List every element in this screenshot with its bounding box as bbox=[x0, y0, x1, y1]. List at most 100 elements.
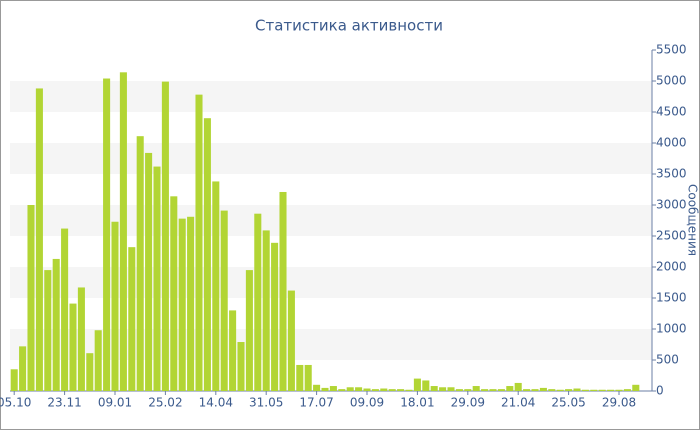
bar bbox=[581, 389, 589, 391]
bar bbox=[489, 389, 497, 391]
bar bbox=[103, 78, 111, 392]
x-tick-label: 17.07 bbox=[299, 396, 333, 410]
chart-title: Статистика активности bbox=[255, 17, 443, 35]
bar bbox=[371, 389, 379, 391]
bar bbox=[287, 290, 295, 391]
bar bbox=[61, 228, 69, 391]
y-tick-label: 0 bbox=[656, 384, 664, 398]
x-tick-label: 25.02 bbox=[148, 396, 182, 410]
x-tick-label: 09.01 bbox=[98, 396, 132, 410]
bar bbox=[447, 387, 455, 391]
grid-band bbox=[10, 143, 652, 174]
bar bbox=[170, 196, 178, 391]
y-tick-label: 5500 bbox=[656, 43, 687, 57]
bar bbox=[119, 72, 127, 391]
bar bbox=[531, 389, 539, 391]
bar bbox=[355, 387, 363, 391]
bar bbox=[338, 389, 346, 391]
bar bbox=[388, 389, 396, 391]
bar bbox=[346, 387, 354, 391]
bar bbox=[565, 389, 573, 391]
bar bbox=[623, 389, 631, 391]
bar bbox=[229, 310, 237, 391]
x-tick-label: 29.09 bbox=[451, 396, 485, 410]
x-tick-label: 23.11 bbox=[47, 396, 81, 410]
bar bbox=[77, 287, 85, 391]
y-tick-label: 1000 bbox=[656, 322, 687, 336]
bar bbox=[329, 386, 337, 391]
y-tick-label: 4000 bbox=[656, 136, 687, 150]
bar bbox=[161, 81, 169, 392]
bar bbox=[35, 88, 43, 391]
y-tick-label: 4500 bbox=[656, 105, 687, 119]
bar bbox=[187, 216, 195, 391]
y-tick-label: 1500 bbox=[656, 291, 687, 305]
bar bbox=[363, 388, 371, 391]
bar bbox=[497, 389, 505, 391]
bar bbox=[313, 384, 321, 391]
bar bbox=[44, 270, 52, 391]
y-tick-label: 2000 bbox=[656, 260, 687, 274]
bar bbox=[472, 386, 480, 391]
bar bbox=[430, 386, 438, 391]
bar bbox=[27, 205, 35, 391]
bar bbox=[245, 270, 253, 391]
y-tick-label: 2500 bbox=[656, 229, 687, 243]
bar bbox=[615, 389, 623, 391]
bar bbox=[405, 389, 413, 391]
bar bbox=[397, 389, 405, 391]
bar bbox=[69, 303, 77, 391]
bar bbox=[548, 389, 556, 391]
bar bbox=[262, 230, 270, 391]
x-tick-label: 05.10 bbox=[0, 396, 31, 410]
bar bbox=[455, 389, 463, 391]
bar bbox=[136, 136, 144, 391]
bar bbox=[271, 242, 279, 391]
bar bbox=[220, 210, 228, 391]
bar bbox=[464, 389, 472, 391]
bar bbox=[128, 247, 136, 391]
bar bbox=[607, 389, 615, 391]
grid-band bbox=[10, 81, 652, 112]
y-tick-label: 500 bbox=[656, 353, 679, 367]
bar bbox=[52, 258, 60, 391]
bar bbox=[86, 353, 94, 391]
x-tick-label: 18.01 bbox=[400, 396, 434, 410]
x-tick-label: 29.08 bbox=[602, 396, 636, 410]
bar bbox=[10, 369, 18, 391]
bar bbox=[523, 389, 531, 391]
x-tick-label: 25.05 bbox=[551, 396, 585, 410]
y-tick-label: 5000 bbox=[656, 74, 687, 88]
bar bbox=[380, 388, 388, 391]
bar bbox=[413, 378, 421, 391]
bar bbox=[178, 218, 186, 391]
bar bbox=[145, 152, 153, 391]
bar bbox=[19, 346, 27, 391]
x-tick-label: 14.04 bbox=[199, 396, 233, 410]
bar bbox=[304, 364, 312, 391]
bar bbox=[111, 221, 119, 391]
bar bbox=[632, 384, 640, 391]
bar bbox=[203, 118, 211, 391]
bar bbox=[94, 330, 102, 391]
y-axis-label: Сообщения bbox=[686, 184, 700, 256]
bar bbox=[212, 181, 220, 391]
x-tick-label: 21.04 bbox=[501, 396, 535, 410]
bar bbox=[506, 386, 514, 391]
bar bbox=[195, 94, 203, 391]
bar bbox=[279, 191, 287, 391]
x-tick-label: 09.09 bbox=[350, 396, 384, 410]
bar bbox=[422, 380, 430, 391]
bar bbox=[539, 387, 547, 391]
bar bbox=[153, 166, 161, 391]
bar bbox=[598, 389, 606, 391]
bar bbox=[573, 388, 581, 391]
x-tick-label: 31.05 bbox=[249, 396, 283, 410]
y-tick-label: 3000 bbox=[656, 198, 687, 212]
bar bbox=[556, 389, 564, 391]
bar bbox=[590, 389, 598, 391]
bar bbox=[237, 342, 245, 391]
bar bbox=[481, 389, 489, 391]
bar bbox=[514, 382, 522, 391]
